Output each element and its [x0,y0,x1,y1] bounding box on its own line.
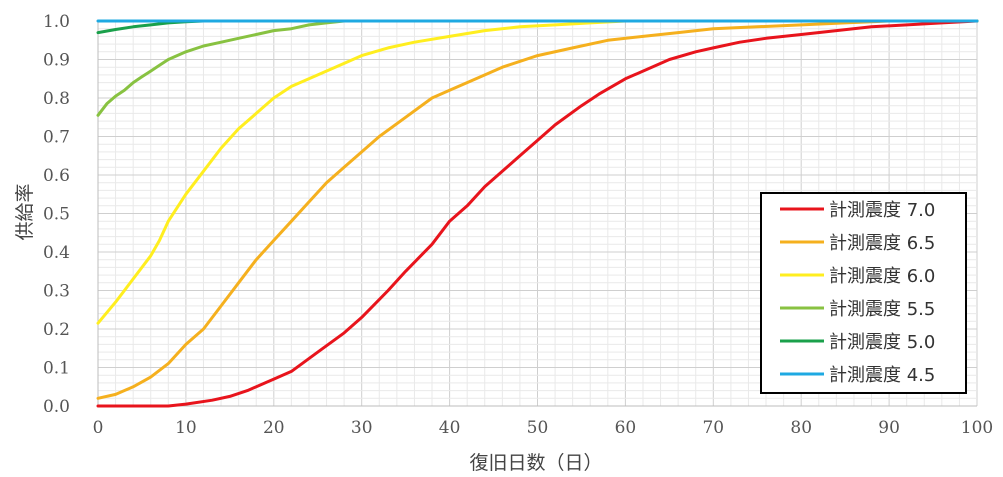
y-tick-label: 0.9 [43,51,70,71]
y-tick-label: 0.2 [43,320,70,340]
series-line-0 [96,19,979,408]
y-tick-label: 0.6 [43,166,70,186]
y-tick-labels: 0.0 0.1 0.2 0.3 0.4 0.5 0.6 0.7 0.8 0.9 1.0 [43,12,70,417]
x-tick-label: 40 [439,418,461,438]
y-axis-label: 供給率 [14,183,36,240]
x-tick-labels: 0 10 20 30 40 50 60 70 80 90 100 [93,418,994,438]
legend-label-5: 計測震度 4.5 [829,365,935,386]
legend-label-2: 計測震度 6.0 [829,266,935,287]
x-tick-label: 30 [351,418,373,438]
legend-box [760,192,967,394]
x-tick-label: 10 [175,418,197,438]
legend-label-0: 計測震度 7.0 [829,200,935,221]
legend: 計測震度 7.0 計測震度 6.5 計測震度 6.0 計測震度 5.5 計測震度 5.0… [760,192,967,394]
y-tick-label: 0.1 [43,359,70,379]
x-tick-label: 90 [878,418,900,438]
x-tick-label: 60 [615,418,637,438]
y-tick-label: 0.0 [43,397,70,417]
x-tick-label: 20 [263,418,285,438]
x-tick-label: 70 [702,418,724,438]
series-line-3 [96,19,979,117]
series-line-1 [96,19,979,400]
x-axis-label: 復旧日数（日） [469,452,602,474]
y-tick-label: 0.5 [43,205,70,225]
y-tick-label: 0.3 [43,282,70,302]
y-tick-label: 1.0 [43,12,70,32]
series-line-2 [96,19,979,325]
x-tick-label: 100 [961,418,993,438]
y-tick-label: 0.7 [43,128,70,148]
series-lines [96,19,979,408]
x-tick-label: 0 [93,418,104,438]
legend-label-4: 計測震度 5.0 [829,332,935,353]
x-tick-label: 80 [790,418,812,438]
plot-frame [97,21,977,407]
y-tick-label: 0.4 [43,243,70,263]
x-tick-label: 50 [527,418,549,438]
legend-label-3: 計測震度 5.5 [829,299,935,320]
y-tick-label: 0.8 [43,89,70,109]
legend-label-1: 計測震度 6.5 [829,233,935,254]
